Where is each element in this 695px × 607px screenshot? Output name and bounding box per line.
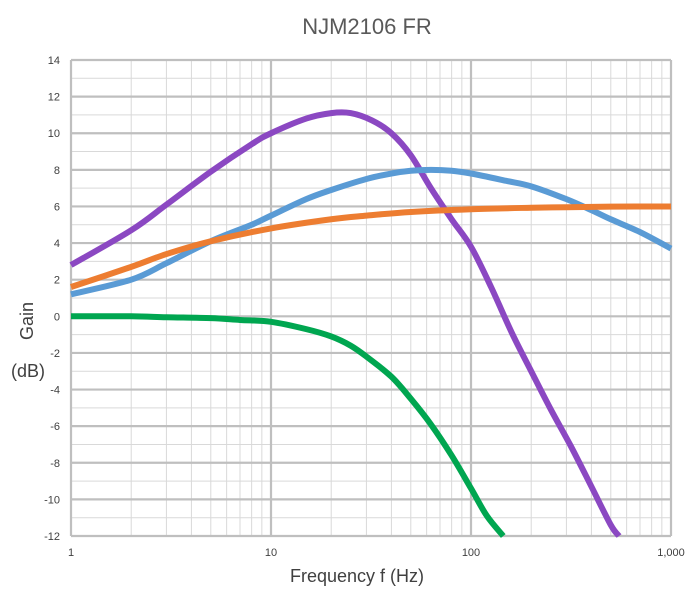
y-axis-label: Gain bbox=[17, 302, 37, 340]
y-tick-label: 8 bbox=[54, 165, 60, 177]
x-axis-label: Frequency f (Hz) bbox=[290, 566, 424, 586]
series-line-3 bbox=[70, 203, 672, 290]
y-tick-label: 12 bbox=[48, 92, 60, 104]
series-lines bbox=[69, 109, 673, 538]
y-tick-label: -6 bbox=[50, 421, 60, 433]
x-tick-label: 1,000 bbox=[657, 547, 685, 559]
y-tick-label: -4 bbox=[50, 385, 60, 397]
y-tick-label: 14 bbox=[48, 55, 60, 67]
y-tick-label: 4 bbox=[54, 238, 60, 250]
x-tick-label: 10 bbox=[265, 547, 277, 559]
y-tick-label: -12 bbox=[44, 531, 60, 543]
y-tick-label: -8 bbox=[50, 458, 60, 470]
y-tick-label: 2 bbox=[54, 275, 60, 287]
chart-title: NJM2106 FR bbox=[302, 14, 432, 39]
x-tick-labels: 1 10 100 1,000 bbox=[68, 547, 685, 559]
y-tick-labels: -12 -10 -8 -6 -4 -2 0 2 4 6 8 10 12 14 bbox=[44, 55, 60, 543]
y-tick-label: -10 bbox=[44, 494, 60, 506]
x-tick-label: 100 bbox=[462, 547, 480, 559]
y-tick-label: 10 bbox=[48, 128, 60, 140]
y-axis-unit: (dB) bbox=[11, 361, 45, 381]
y-tick-label: 0 bbox=[54, 311, 60, 323]
y-tick-label: 6 bbox=[54, 201, 60, 213]
series-line-1 bbox=[69, 109, 622, 538]
x-tick-label: 1 bbox=[68, 547, 74, 559]
y-tick-label: -2 bbox=[50, 348, 60, 360]
series-line-4 bbox=[70, 313, 506, 538]
